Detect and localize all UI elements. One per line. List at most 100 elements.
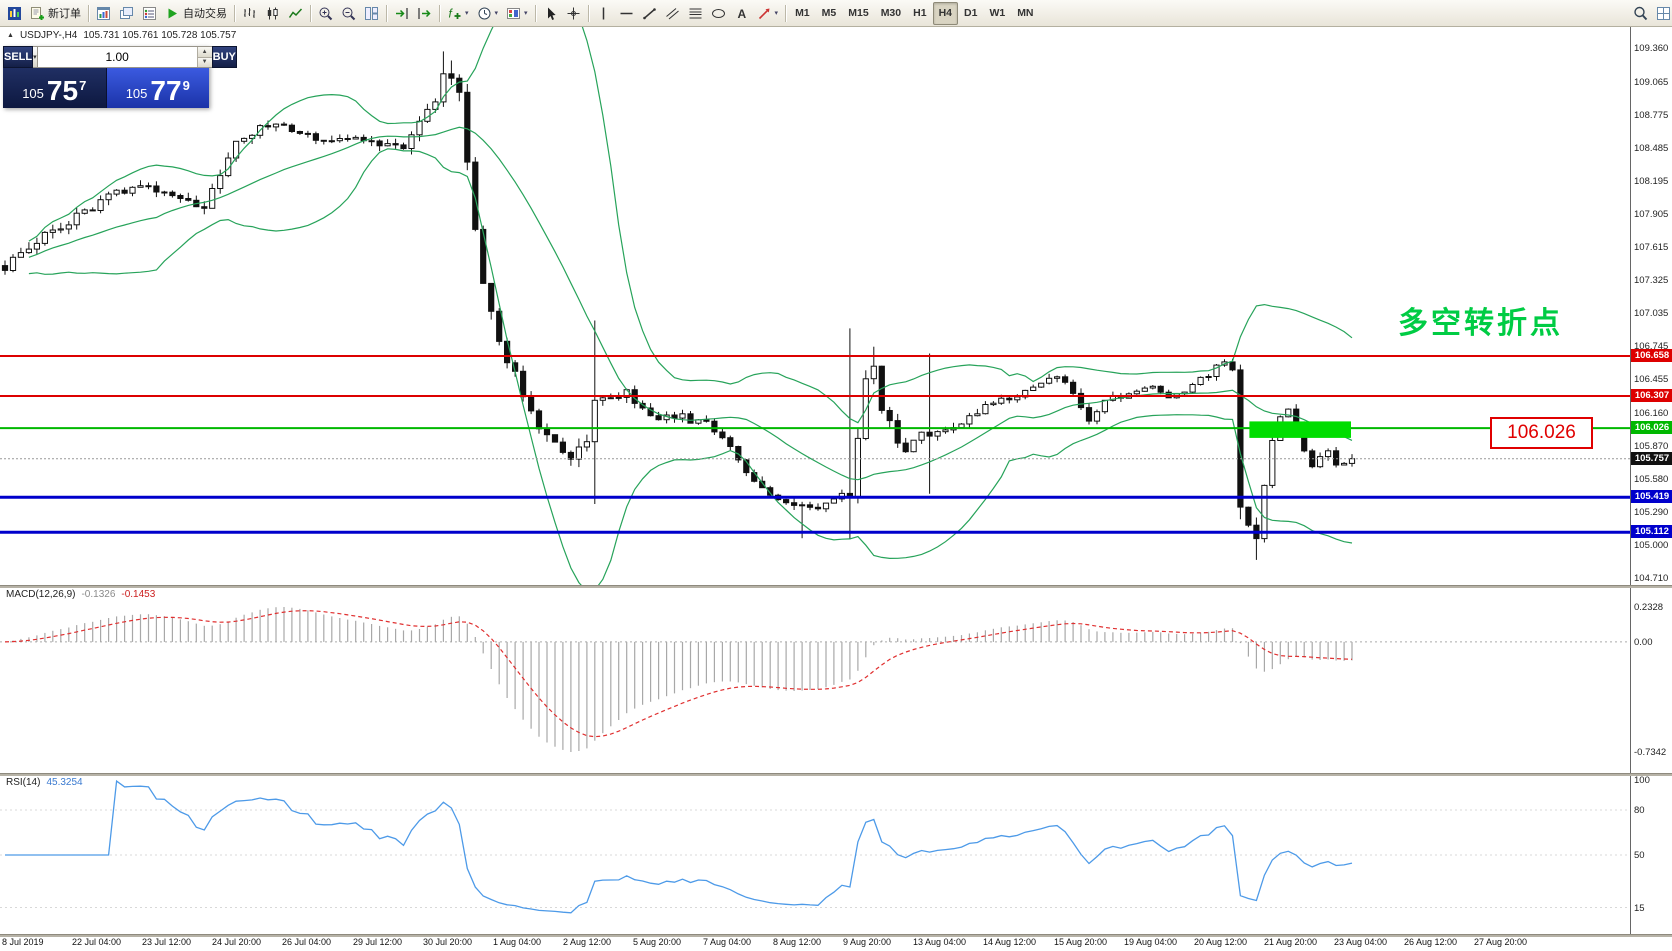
zoom-out-button[interactable]	[337, 2, 360, 25]
indicators-button[interactable]: f ▾	[443, 2, 473, 25]
volume-decrease-button[interactable]: ▼	[197, 56, 212, 67]
macd-signal-line	[4, 610, 1353, 738]
chart-shift-icon	[417, 6, 432, 21]
chart-shift-button[interactable]	[413, 2, 436, 25]
price-tick: 105.870	[1634, 441, 1669, 452]
shapes-button[interactable]	[707, 2, 730, 25]
buy-button[interactable]: BUY	[211, 46, 237, 68]
fibonacci-button[interactable]	[684, 2, 707, 25]
rsi-canvas[interactable]	[0, 775, 1630, 934]
text-label-button[interactable]: A	[730, 2, 753, 25]
price-callout-box[interactable]: 106.026	[1490, 417, 1593, 449]
profiles-button[interactable]	[115, 2, 138, 25]
time-axis-label: 8 Aug 12:00	[773, 937, 822, 947]
macd-name: MACD(12,26,9)	[6, 589, 76, 600]
periods-button[interactable]: ▾	[473, 2, 503, 25]
cursor-button[interactable]	[539, 2, 562, 25]
timeframe-h4[interactable]: H4	[932, 1, 958, 25]
buy-price-main: 77	[150, 75, 182, 107]
buy-price-display[interactable]: 105 77 9	[106, 68, 209, 108]
timeframe-h1[interactable]: H1	[913, 7, 927, 19]
price-chart-canvas[interactable]	[0, 26, 1630, 585]
volume-dropdown-button[interactable]: ▾	[33, 46, 38, 68]
new-order-button[interactable]: 新订单	[26, 2, 85, 25]
zoom-in-button[interactable]	[314, 2, 337, 25]
time-axis-label: 21 Aug 20:00	[1264, 937, 1318, 947]
timeframe-m15[interactable]: M15	[848, 7, 869, 19]
ellipse-icon	[711, 6, 726, 21]
auto-scroll-button[interactable]	[390, 2, 413, 25]
highlight-zone-rect[interactable]	[1249, 421, 1351, 438]
horizontal-line-button[interactable]	[615, 2, 638, 25]
symbol-expand-icon[interactable]: ▲	[7, 32, 14, 39]
svg-text:A: A	[737, 7, 746, 21]
macd-histogram	[12, 607, 1353, 752]
price-tick: 105.000	[1634, 540, 1669, 551]
trend-line-icon	[642, 6, 657, 21]
equidistant-channel-button[interactable]	[661, 2, 684, 25]
timeframe-m30[interactable]: M30	[880, 7, 902, 19]
macd-tick: -0.7342	[1634, 747, 1667, 758]
sell-price-display[interactable]: 105 75 7	[3, 68, 106, 108]
autotrading-button[interactable]: 自动交易	[161, 2, 231, 25]
price-tick: 106.455	[1634, 374, 1669, 385]
timeframe-d1[interactable]: D1	[964, 7, 978, 19]
sell-price-main: 75	[46, 75, 79, 107]
trendline-button[interactable]	[638, 2, 661, 25]
timeframe-mn[interactable]: MN	[1017, 7, 1034, 19]
tile-windows-button[interactable]	[360, 2, 383, 25]
arrows-button[interactable]: ▾	[753, 2, 783, 25]
timeframe-m1[interactable]: M1	[795, 7, 810, 19]
time-axis-label: 15 Aug 20:00	[1054, 937, 1108, 947]
search-button[interactable]	[1629, 2, 1652, 25]
line-chart-button[interactable]	[284, 2, 307, 25]
app-menu-button[interactable]	[3, 2, 26, 25]
bar-chart-button[interactable]	[238, 2, 261, 25]
templates-button[interactable]: ▾	[502, 2, 532, 25]
toolbar-separator	[234, 4, 235, 22]
panel-separator[interactable]	[0, 773, 1672, 776]
price-scale[interactable]: 109.360 109.065 108.775 108.485 108.195 107.9…	[1630, 26, 1672, 585]
ohlc-bars-icon	[242, 6, 257, 21]
bollinger-band-line	[28, 26, 1353, 424]
line-chart-icon	[288, 6, 303, 21]
vertical-line-button[interactable]	[592, 2, 615, 25]
macd-canvas[interactable]	[0, 587, 1630, 773]
crosshair-button[interactable]	[562, 2, 585, 25]
current-price-label: 105.757	[1631, 452, 1672, 465]
data-window-button[interactable]	[1652, 2, 1672, 25]
price-tick: 105.290	[1634, 507, 1669, 518]
volume-input[interactable]	[37, 47, 197, 67]
chart-windows-button[interactable]	[92, 2, 115, 25]
time-axis-label: 13 Aug 04:00	[913, 937, 967, 947]
time-axis-label: 5 Aug 20:00	[633, 937, 682, 947]
volume-field: ▲ ▼	[37, 46, 212, 68]
macd-main-value: -0.1326	[81, 589, 116, 600]
chart-window-icon	[96, 6, 111, 21]
timeframe-m5[interactable]: M5	[821, 7, 837, 19]
panel-separator[interactable]	[0, 585, 1672, 588]
market-watch-button[interactable]	[138, 2, 161, 25]
level-price-label: 105.112	[1631, 525, 1672, 538]
price-tick: 109.065	[1634, 77, 1669, 88]
timeframe-w1[interactable]: W1	[989, 7, 1006, 19]
time-axis-label: 19 Aug 04:00	[1124, 937, 1178, 947]
main-toolbar: 新订单 自动交易 f ▾ ▾ ▾ A ▾ M1 M5 M15 M30 H1 H4 D1 W1 MN	[0, 0, 1672, 27]
volume-increase-button[interactable]: ▲	[197, 47, 212, 57]
candlesticks-icon	[265, 6, 280, 21]
price-tick: 107.325	[1634, 275, 1669, 286]
price-tick: 108.195	[1634, 176, 1669, 187]
bollinger-band-line	[28, 126, 1353, 481]
rsi-scale: 100 80 50 15	[1630, 775, 1672, 934]
magnifier-icon	[1633, 6, 1648, 21]
app-logo-icon	[7, 6, 22, 21]
zoom-in-icon	[318, 6, 333, 21]
auto-scroll-icon	[394, 6, 409, 21]
sell-button[interactable]: SELL	[3, 46, 34, 68]
time-axis[interactable]: 8 Jul 2019 22 Jul 04:00 23 Jul 12:00 24 Jul…	[0, 936, 1672, 951]
macd-signal-value: -0.1453	[121, 589, 156, 600]
panel-separator[interactable]	[0, 934, 1672, 937]
toolbar-separator	[88, 4, 89, 22]
price-tick: 108.485	[1634, 143, 1669, 154]
candlestick-chart-button[interactable]	[261, 2, 284, 25]
